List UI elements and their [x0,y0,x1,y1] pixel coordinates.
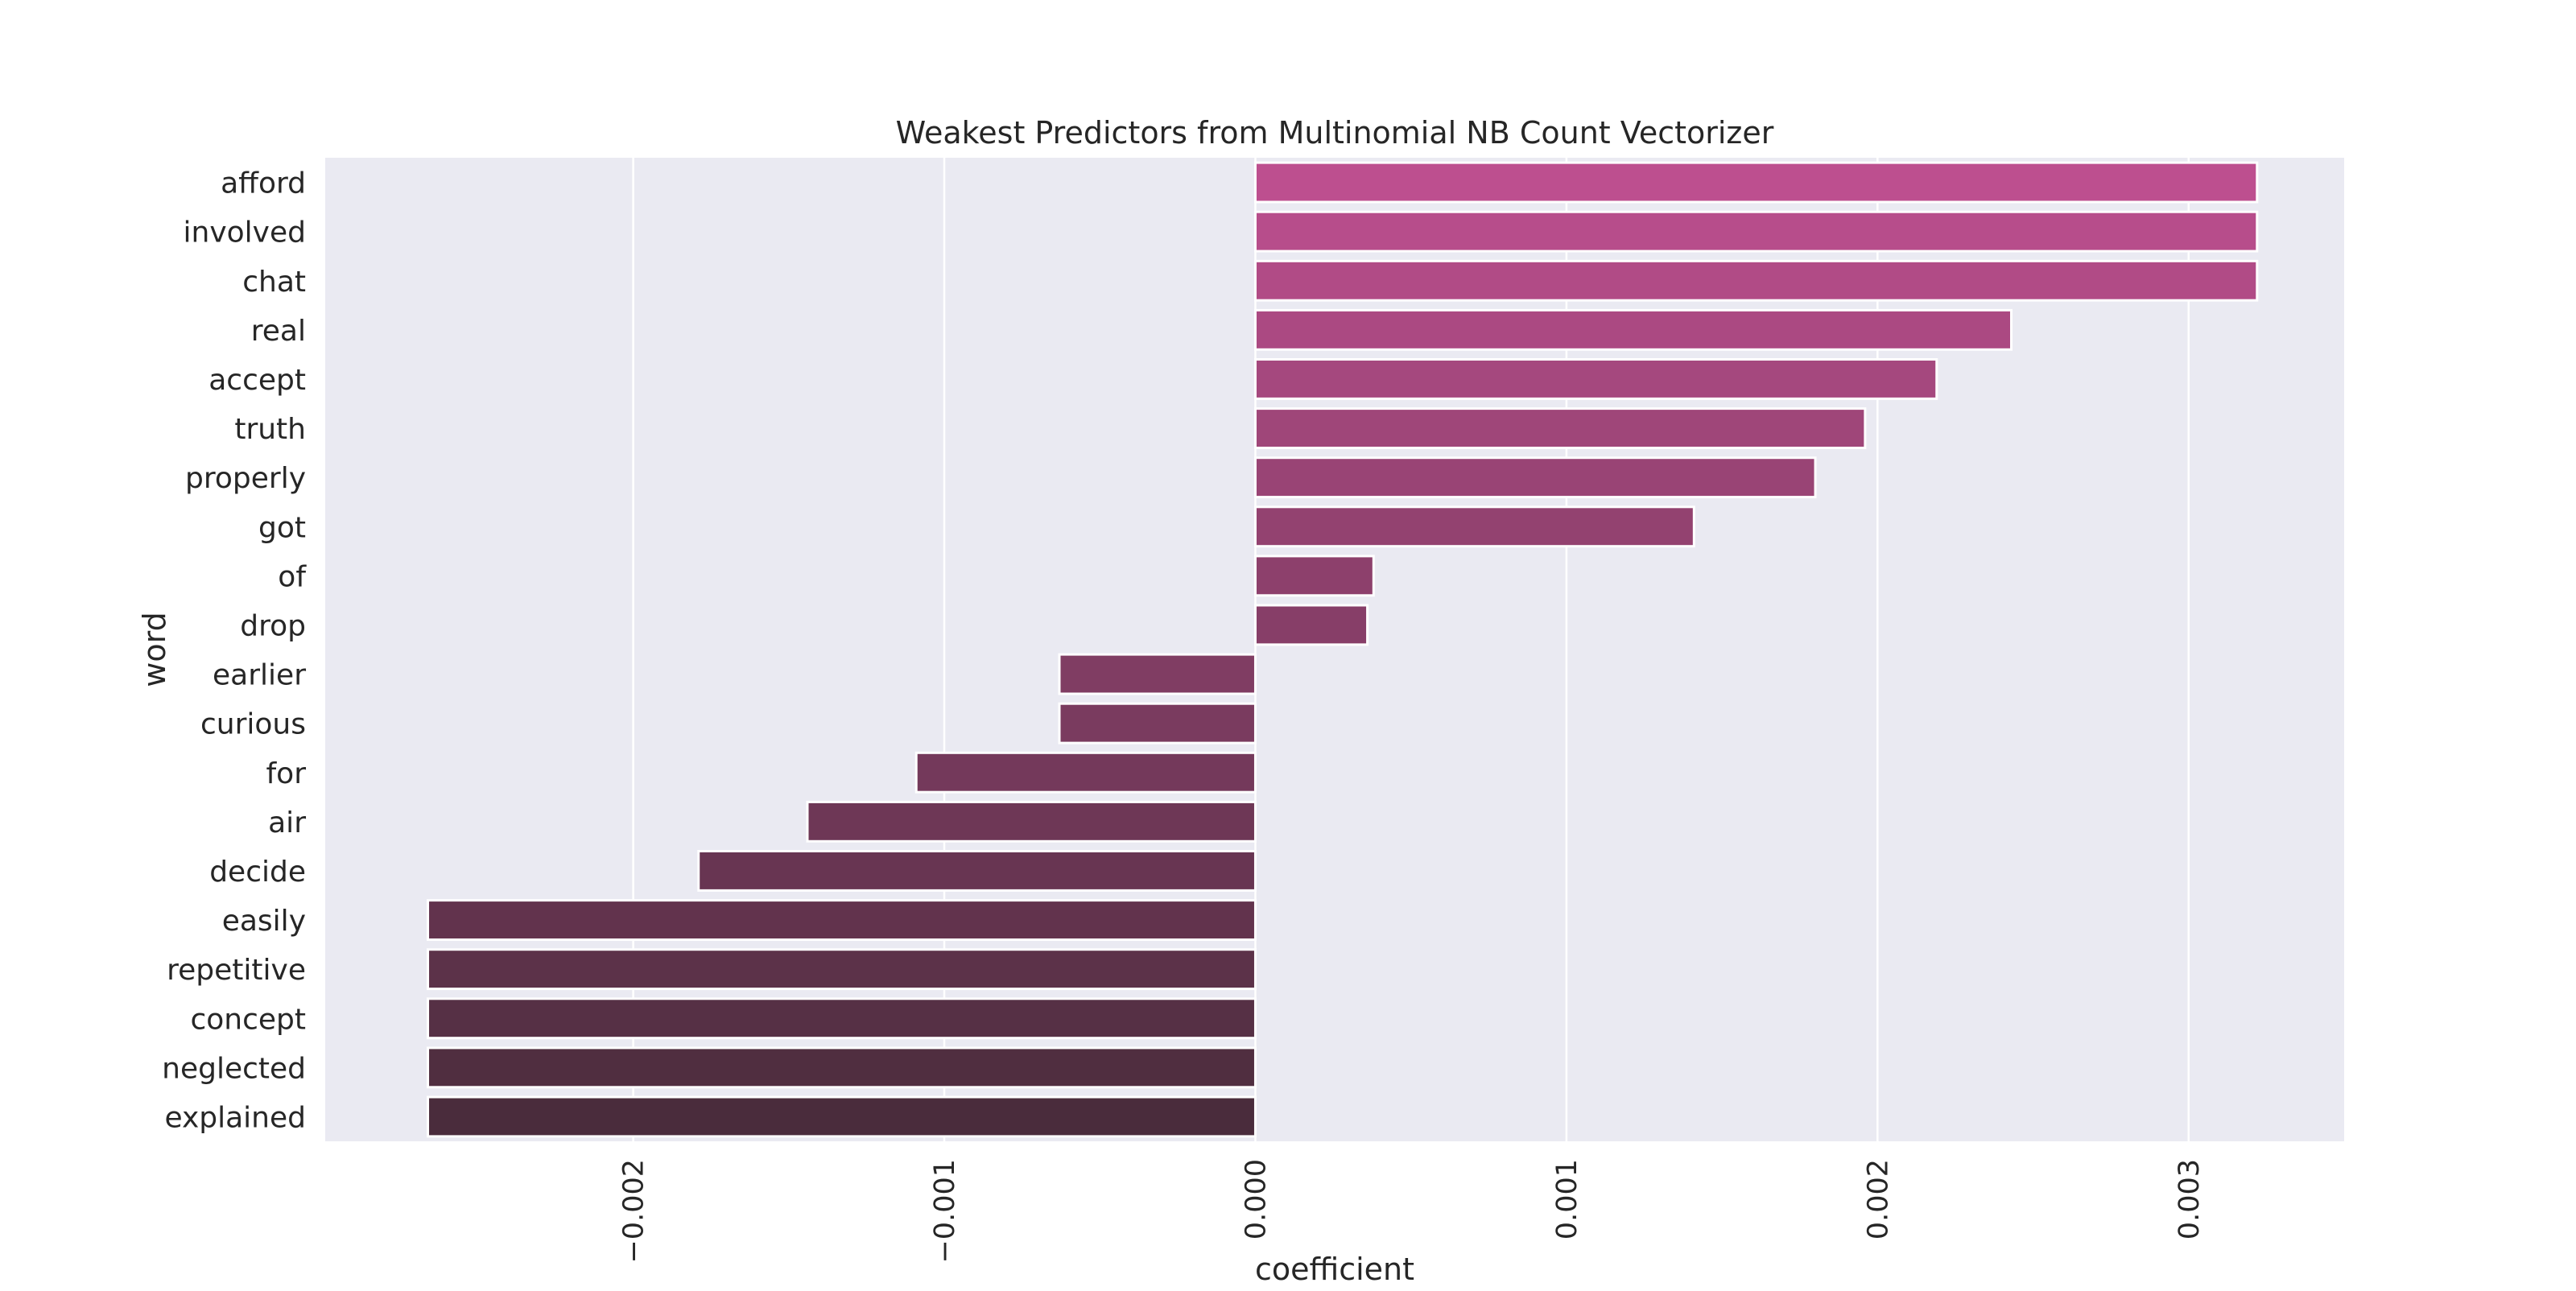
y-tick-label: for [266,757,307,790]
bar-repetitive [427,948,1257,991]
y-tick-labels: afford involved chat real accept truth properl… [162,167,307,1135]
bar-afford [1253,161,2259,204]
x-axis-label: coefficient [1255,1252,1414,1287]
bar-drop [1253,604,1369,646]
y-tick-label: drop [240,609,306,642]
x-tick-label: 0.001 [1551,1159,1583,1239]
x-tick-label: 0.003 [2174,1159,2206,1239]
y-tick-label: real [251,315,306,348]
y-tick-label: air [268,806,306,839]
bar-curious [1058,702,1257,744]
bar-neglected [427,1046,1257,1089]
bar-for [914,751,1257,794]
y-tick-label: of [278,560,307,593]
y-tick-label: decide [209,856,306,889]
y-tick-label: repetitive [167,954,306,987]
plot-area [325,158,2344,1141]
y-tick-label: easily [222,905,306,938]
y-tick-label: properly [185,462,306,495]
bar-involved [1253,210,2259,253]
y-tick-label: earlier [213,659,306,692]
bar-decide [697,850,1257,892]
x-tick-label: 0.000 [1240,1159,1272,1239]
y-tick-label: neglected [162,1052,306,1085]
y-axis-label: word [137,612,172,687]
x-tick-label: 0.002 [1862,1159,1894,1239]
y-tick-label: accept [208,364,306,397]
y-tick-label: truth [234,413,306,446]
y-tick-label: afford [221,167,306,200]
y-tick-label: explained [164,1101,306,1134]
bar-easily [427,899,1257,941]
y-tick-label: concept [190,1003,306,1036]
y-tick-label: got [258,511,306,544]
bar-truth [1253,407,1867,449]
x-tick-label: −0.001 [929,1159,961,1264]
bar-chat [1253,259,2259,302]
bar-of [1253,555,1375,597]
bar-got [1253,505,1695,548]
bars [427,161,2259,1138]
bar-accept [1253,358,1938,400]
y-tick-label: curious [200,708,306,741]
bar-earlier [1058,653,1257,695]
bar-air [806,800,1257,843]
bar-explained [427,1095,1257,1138]
x-tick-label: −0.002 [618,1159,650,1264]
y-tick-label: involved [184,217,306,250]
bar-concept [427,997,1257,1040]
bar-real [1253,308,2013,351]
chart-title: Weakest Predictors from Multinomial NB C… [896,115,1774,151]
x-tick-labels: −0.002 −0.001 0.000 0.001 0.002 0.003 [618,1159,2206,1264]
bar-properly [1253,456,1817,499]
y-tick-label: chat [242,266,306,299]
